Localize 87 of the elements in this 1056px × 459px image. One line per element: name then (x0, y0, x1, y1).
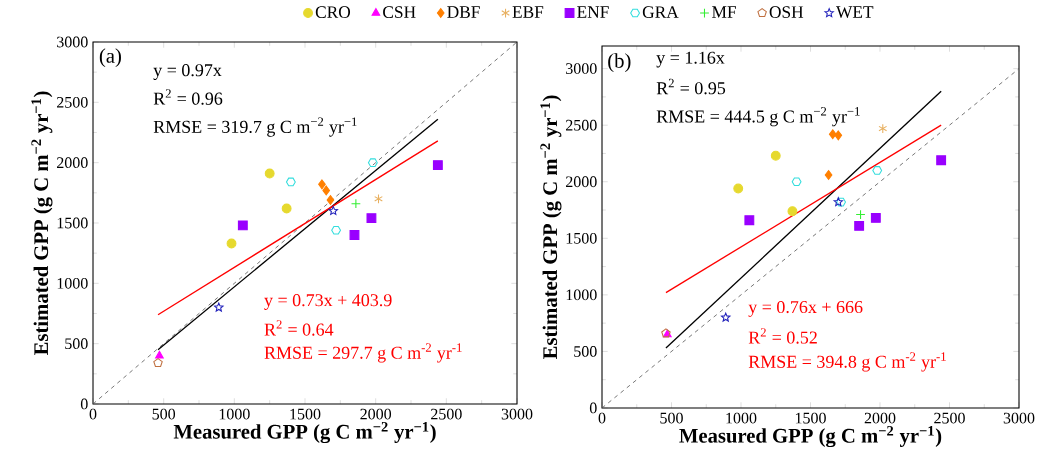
y-tick-label: 500 (574, 346, 597, 357)
point (328, 205, 338, 216)
point (720, 312, 731, 322)
x-axis-title: Measured GPP (g C m$^{−2}$ yr$^{−1}$) (679, 425, 942, 448)
annotation: R$^{2}$ = 0.52 (748, 328, 817, 344)
x-tick-label: 3000 (1003, 412, 1035, 424)
x-tick-label: 1500 (795, 412, 826, 424)
y-tick-label: 1500 (566, 232, 597, 244)
point (214, 302, 224, 312)
y-tick-label: 2500 (566, 119, 597, 131)
point (367, 158, 378, 168)
x-tick-label: 500 (660, 412, 683, 424)
y-axis-title: Estimated GPP (g C m$^{−2}$ yr$^{−1}$) (540, 95, 562, 359)
point (366, 213, 377, 224)
y-tick-label: 3000 (566, 63, 597, 74)
legend-label: DBF (447, 6, 480, 18)
point (870, 213, 881, 223)
x-tick-label: 3000 (501, 408, 533, 420)
x-tick-label: 2000 (864, 412, 896, 424)
x-tick-label: 1500 (290, 408, 321, 420)
x-tick-label: 1000 (726, 412, 757, 424)
x-tick-label: 1000 (219, 408, 250, 420)
point (791, 177, 802, 187)
y-tick-label: 2000 (566, 176, 597, 188)
legend-label: ENF (577, 6, 609, 18)
x-axis-title: Measured GPP (g C m$^{−2}$ yr$^{−1}$) (173, 421, 436, 444)
annotation: RMSE = 319.7 g C m$^{−2}$ yr$^{−1}$ (153, 117, 357, 137)
legend-label: MF (712, 6, 736, 18)
x-tick-label: 500 (152, 408, 176, 420)
annotation: (b) (608, 53, 631, 72)
point (155, 350, 164, 359)
y-tick-label: 3000 (57, 36, 88, 48)
annotation: R$^{2}$ = 0.95 (656, 78, 726, 95)
y-tick-label: 1000 (566, 289, 597, 301)
point (318, 179, 326, 190)
y-tick-label: 0 (80, 398, 88, 410)
y-tick-label: 1000 (57, 277, 88, 289)
annotation: y = 0.76x + 666 (748, 300, 863, 317)
legend-label: EBF (512, 6, 544, 18)
legend-label: CSH (383, 6, 416, 18)
point (226, 238, 237, 249)
point (936, 155, 947, 166)
point (834, 130, 843, 141)
annotation: y = 0.97x (153, 64, 222, 80)
point (733, 183, 744, 194)
point (322, 185, 331, 196)
point (824, 170, 833, 180)
point (285, 177, 296, 187)
point (432, 160, 443, 171)
point (153, 358, 163, 368)
y-tick-label: 2500 (57, 96, 88, 108)
legend-label: CRO (315, 6, 351, 18)
x-tick-label: 0 (598, 412, 606, 424)
legend-label: OSH (769, 6, 804, 18)
annotation: y = 1.16x (656, 51, 725, 68)
point (828, 129, 837, 140)
x-tick-label: 2000 (360, 408, 392, 420)
x-tick-label: 2500 (431, 408, 462, 420)
point (237, 220, 248, 231)
annotation: RMSE = 394.8 g C m$^{-2}$ yr$^{-1}$ (748, 352, 946, 372)
y-axis-title: Estimated GPP (g C m$^{−2}$ yr$^{−1}$) (31, 91, 53, 355)
x-tick-label: 0 (89, 408, 97, 420)
y-tick-label: 500 (65, 338, 88, 350)
point (744, 215, 755, 226)
annotation: R$^{2}$ = 0.96 (153, 89, 223, 105)
y-tick-label: 2000 (57, 157, 88, 169)
point (872, 166, 883, 175)
x-tick-label: 2500 (934, 412, 965, 424)
legend-label: GRA (642, 6, 679, 18)
point (281, 203, 292, 214)
point (854, 220, 865, 231)
point (264, 168, 275, 179)
point (349, 230, 360, 240)
annotation: y = 0.73x + 403.9 (264, 294, 392, 310)
point (350, 198, 361, 209)
point (770, 150, 781, 161)
annotation: R$^{2}$ = 0.64 (264, 320, 334, 336)
point (374, 193, 383, 204)
point (331, 225, 342, 235)
point (787, 206, 798, 217)
annotation: (a) (99, 48, 121, 68)
point (326, 195, 335, 205)
annotation: RMSE = 297.7 g C m$^{-2}$ yr$^{-1}$ (264, 343, 462, 363)
y-tick-label: 1500 (57, 217, 88, 229)
point (878, 123, 888, 134)
annotation: RMSE = 444.5 g C m$^{−2}$ yr$^{−1}$ (656, 107, 860, 127)
legend-label: WET (836, 6, 874, 18)
